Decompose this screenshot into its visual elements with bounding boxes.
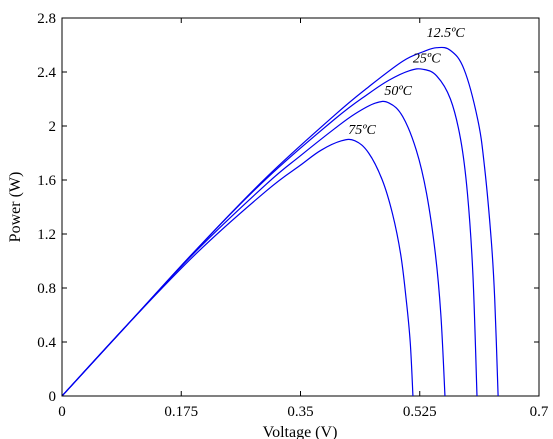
y-tick-label: 0.8 <box>37 281 56 297</box>
ticks-group: 0 0.175 0.35 0.525 0.7 0 0.4 0.8 1.2 1.6 2 2.4 2.8 <box>37 11 549 420</box>
series-line-1 <box>61 68 478 397</box>
x-tick-label: 0.7 <box>530 404 549 420</box>
curve-label: 12.5ºC <box>427 26 466 41</box>
curve-label: 75ºC <box>348 123 376 138</box>
x-tick-label: 0.35 <box>287 404 313 420</box>
curve-label: 50ºC <box>384 84 412 99</box>
curves-group <box>61 46 499 397</box>
x-axis-title: Voltage (V) <box>263 424 338 439</box>
series-line-2 <box>61 100 446 397</box>
y-tick-label: 1.2 <box>37 227 56 243</box>
curve-label: 25ºC <box>413 52 441 67</box>
y-tick-label: 2.4 <box>37 65 56 81</box>
y-tick-label: 0 <box>49 389 57 405</box>
x-tick-label: 0.175 <box>164 404 198 420</box>
y-tick-label: 2 <box>49 119 57 135</box>
y-tick-label: 2.8 <box>37 11 56 27</box>
y-axis-title: Power (W) <box>7 172 24 243</box>
x-tick-label: 0 <box>58 404 66 420</box>
y-tick-label: 1.6 <box>37 173 56 189</box>
series-line-3 <box>61 138 414 397</box>
x-tick-label: 0.525 <box>403 404 437 420</box>
y-tick-label: 0.4 <box>37 335 56 351</box>
curve-labels-group: 12.5ºC 25ºC 50ºC 75ºC <box>348 26 465 138</box>
plot-area <box>61 17 540 397</box>
